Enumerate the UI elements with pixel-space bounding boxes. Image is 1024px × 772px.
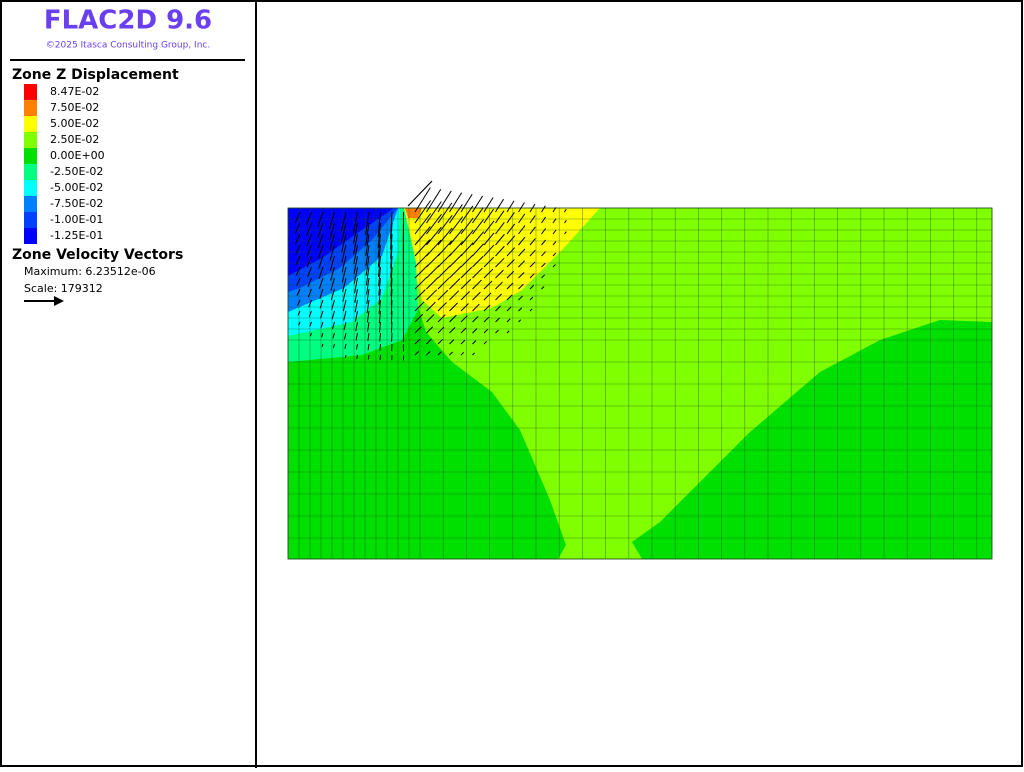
legend-swatch <box>24 228 37 244</box>
vector-scale: Scale: 179312 <box>24 282 103 295</box>
vector-arrow <box>391 311 392 324</box>
legend-label: 8.47E-02 <box>50 85 99 98</box>
vector-arrow <box>368 355 369 359</box>
legend-label: -1.00E-01 <box>50 213 103 226</box>
legend-label: 2.50E-02 <box>50 133 99 146</box>
legend-swatch <box>24 164 37 180</box>
contour-plot <box>288 181 992 559</box>
app-title: FLAC2D 9.6 <box>44 6 212 36</box>
legend-label: -1.25E-01 <box>50 229 103 242</box>
legend-swatch <box>24 148 37 164</box>
legend-label: -7.50E-02 <box>50 197 103 210</box>
legend-label: -5.00E-02 <box>50 181 103 194</box>
legend-swatch <box>24 196 37 212</box>
legend-swatch <box>24 180 37 196</box>
legend-swatch <box>24 132 37 148</box>
legend-label: 5.00E-02 <box>50 117 99 130</box>
vector-arrow <box>380 344 381 351</box>
vector-arrow <box>391 322 392 333</box>
vector-maximum: Maximum: 6.23512e-06 <box>24 265 156 278</box>
legend-swatch <box>24 84 37 100</box>
vector-title: Zone Velocity Vectors <box>12 247 183 263</box>
copyright: ©2025 Itasca Consulting Group, Inc. <box>46 41 210 51</box>
legend-label: 7.50E-02 <box>50 101 99 114</box>
legend-label: 0.00E+00 <box>50 149 105 162</box>
legend-title: Zone Z Displacement <box>12 67 179 83</box>
legend-swatch <box>24 212 37 228</box>
legend-label: -2.50E-02 <box>50 165 103 178</box>
legend-swatch <box>24 116 37 132</box>
legend-swatch <box>24 100 37 116</box>
